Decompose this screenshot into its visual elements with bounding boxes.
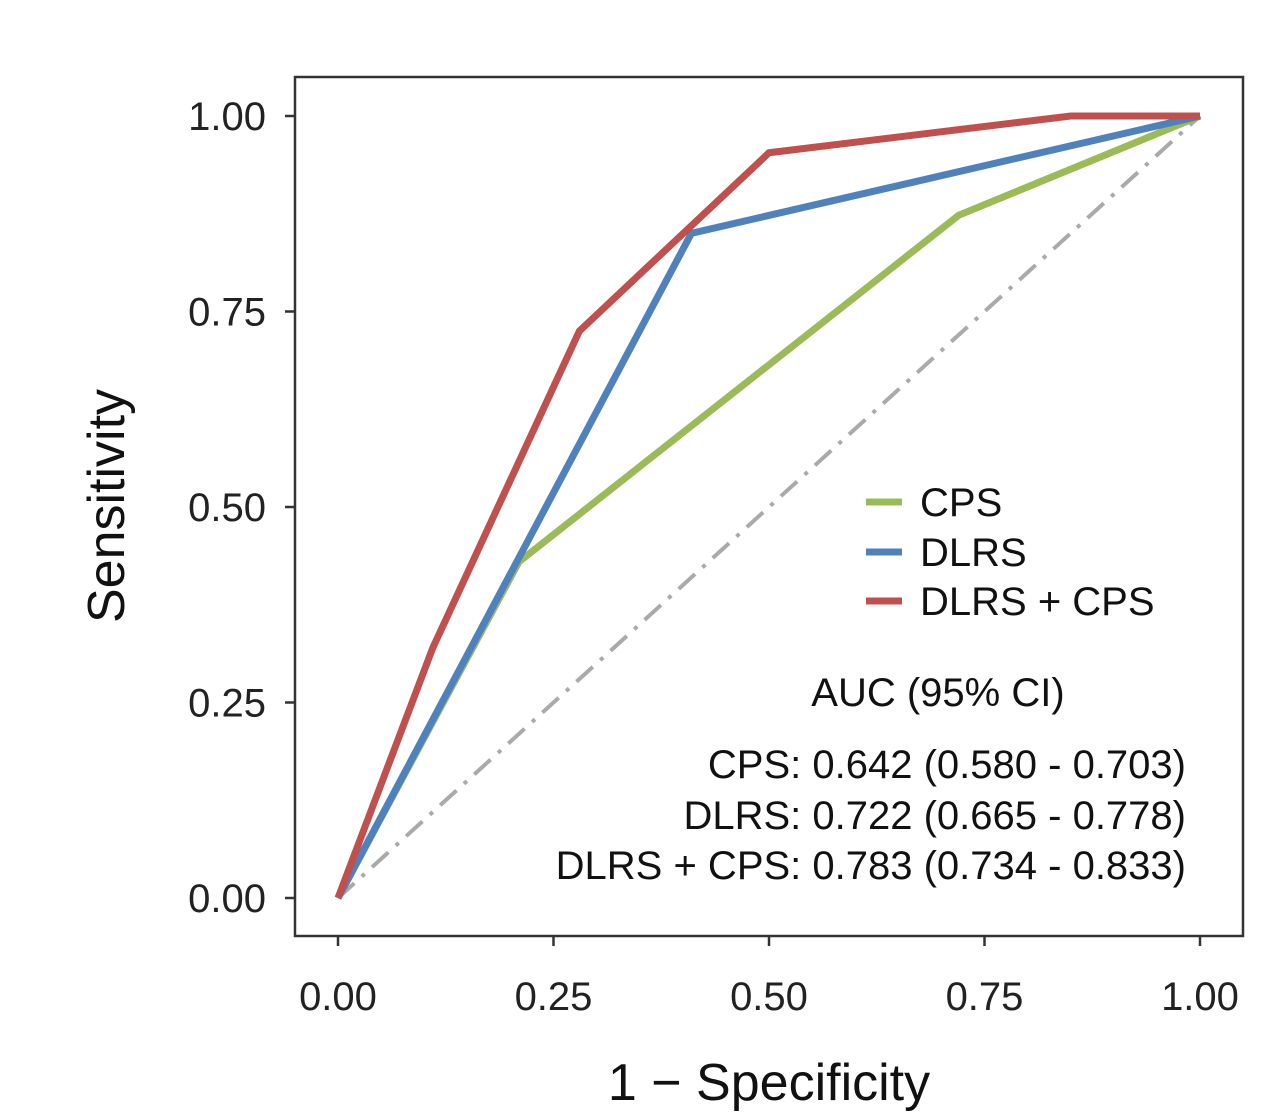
- y-axis: 0.00 0.25 0.50 0.75 1.00: [188, 95, 295, 921]
- x-tick-label: 0.50: [730, 975, 808, 1019]
- auc-line-cps: CPS: 0.642 (0.580 - 0.703): [708, 743, 1186, 787]
- y-tick-label: 0.50: [188, 486, 266, 530]
- legend-label-dlrs: DLRS: [920, 531, 1027, 575]
- y-tick-label: 0.75: [188, 291, 266, 335]
- x-tick-label: 0.00: [299, 975, 377, 1019]
- x-tick-label: 1.00: [1161, 975, 1239, 1019]
- series-line-dlrs-cps: [334, 112, 1200, 900]
- x-tick-label: 0.25: [515, 975, 593, 1019]
- auc-title: AUC (95% CI): [811, 671, 1064, 715]
- y-tick-label: 0.25: [188, 682, 266, 726]
- auc-annotation: AUC (95% CI) CPS: 0.642 (0.580 - 0.703) …: [556, 671, 1186, 888]
- legend-label-dlrs-cps: DLRS + CPS: [920, 580, 1155, 624]
- y-tick-label: 0.00: [188, 877, 266, 921]
- y-tick-label: 1.00: [188, 95, 266, 139]
- y-axis-title: Sensitivity: [78, 389, 136, 623]
- x-axis-title: 1 − Specificity: [608, 1054, 930, 1112]
- series-group: [334, 112, 1202, 900]
- x-axis: 0.00 0.25 0.50 0.75 1.00: [299, 936, 1239, 1019]
- auc-line-dlrs-cps: DLRS + CPS: 0.783 (0.734 - 0.833): [556, 844, 1186, 888]
- series-line-dlrs: [334, 112, 1201, 900]
- legend-label-cps: CPS: [920, 481, 1002, 525]
- x-tick-label: 0.75: [946, 975, 1024, 1019]
- auc-line-dlrs: DLRS: 0.722 (0.665 - 0.778): [683, 794, 1186, 838]
- legend: CPS DLRS DLRS + CPS: [866, 481, 1155, 624]
- reference-diagonal: [336, 114, 1202, 900]
